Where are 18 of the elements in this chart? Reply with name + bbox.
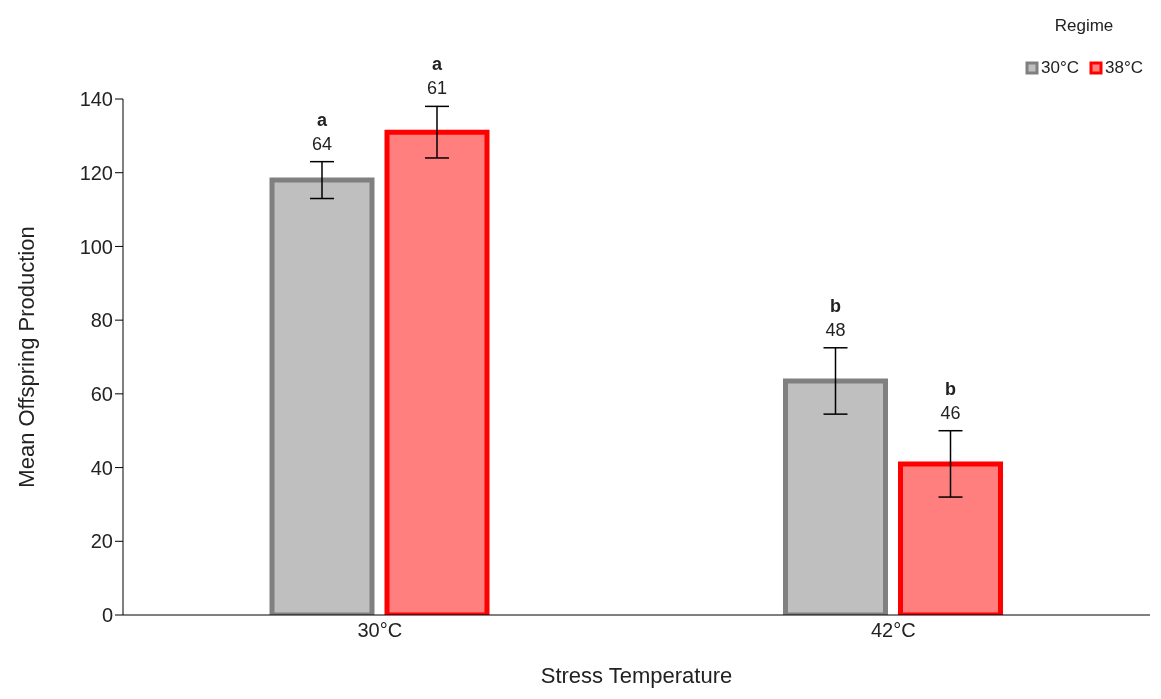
y-tick-label: 40 (90, 456, 113, 479)
x-tick-label: 42°C (870, 619, 916, 642)
legend-title: Regime (1053, 16, 1115, 36)
legend-label: 38°C (1104, 58, 1143, 78)
legend-label: 30°C (1040, 58, 1080, 78)
y-tick-label: 80 (90, 309, 113, 332)
y-tick-label: 0 (101, 604, 113, 627)
y-tick-label: 60 (90, 382, 113, 405)
y-tick-label: 140 (79, 88, 113, 111)
x-axis-title: Stress Temperature (540, 663, 733, 688)
y-tick-label: 20 (90, 530, 113, 553)
data-label: a 61 (426, 54, 448, 99)
data-label: b 46 (940, 378, 961, 423)
data-label: a 64 (311, 109, 333, 154)
data-label: b 48 (825, 295, 846, 340)
y-axis-title: Mean Offspring Production (14, 226, 39, 488)
y-tick-label: 100 (79, 235, 113, 258)
y-tick-label: 120 (79, 161, 113, 184)
